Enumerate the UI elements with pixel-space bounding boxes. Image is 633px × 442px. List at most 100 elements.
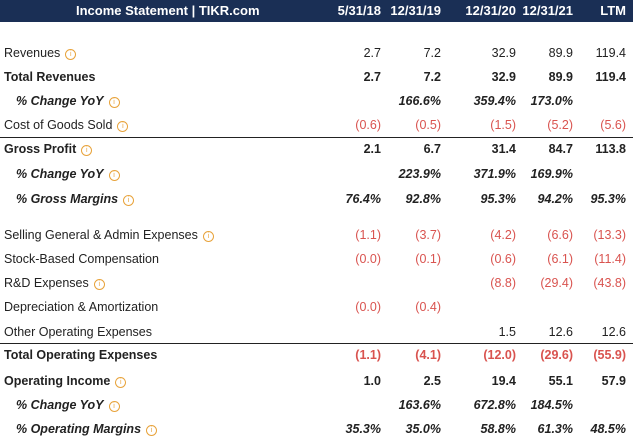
column-header[interactable]: 12/31/21: [522, 3, 573, 18]
table-cell: 2.7: [363, 70, 381, 84]
info-icon[interactable]: i: [146, 425, 158, 436]
row-label: Depreciation & Amortization: [4, 300, 158, 314]
table-cell: 2.5: [423, 374, 441, 388]
table-cell: 32.9: [491, 46, 516, 60]
table-row: R&D Expenses i (8.8) (29.4) (43.8): [0, 272, 633, 296]
table-row: Revenues i 2.7 7.2 32.9 89.9 119.4: [0, 42, 633, 66]
table-cell: 35.0%: [405, 422, 441, 436]
row-label-text: Total Operating Expenses: [4, 348, 158, 362]
row-label: Stock-Based Compensation: [4, 252, 159, 266]
table-cell: 76.4%: [345, 192, 381, 206]
table-cell: 48.5%: [590, 422, 626, 436]
info-icon[interactable]: i: [108, 97, 120, 108]
info-icon[interactable]: i: [117, 121, 129, 132]
table-cell: (0.0): [355, 252, 381, 266]
table-row: Stock-Based Compensation (0.0) (0.1) (0.6) (…: [0, 248, 633, 272]
table-cell: (1.1): [355, 348, 381, 362]
info-icon[interactable]: i: [202, 231, 214, 242]
column-header[interactable]: 5/31/18: [337, 3, 381, 18]
table-cell: (0.5): [415, 118, 441, 132]
table-cell: 371.9%: [473, 167, 516, 181]
table-cell: 35.3%: [345, 422, 381, 436]
table-cell: 89.9: [548, 70, 573, 84]
table-cell: 55.1: [548, 374, 573, 388]
info-icon[interactable]: i: [108, 401, 120, 412]
table-header: Income Statement | TIKR.com 5/31/18 12/3…: [0, 0, 633, 22]
table-row: % Gross Margins i 76.4% 92.8% 95.3% 94.2% 95.3…: [0, 188, 633, 212]
row-label: Selling General & Admin Expenses i: [4, 228, 214, 242]
table-row: % Operating Margins i 35.3% 35.0% 58.8% 61.3%…: [0, 418, 633, 442]
table-cell: 57.9: [601, 374, 626, 388]
table-cell: (1.1): [355, 228, 381, 242]
info-icon[interactable]: i: [115, 377, 127, 388]
row-label-text: Stock-Based Compensation: [4, 252, 159, 266]
info-icon[interactable]: i: [65, 49, 77, 60]
table-cell: (29.4): [540, 276, 573, 290]
info-icon[interactable]: i: [123, 195, 135, 206]
column-header[interactable]: 12/31/20: [465, 3, 516, 18]
row-label: % Change YoY i: [16, 167, 120, 181]
row-label: Operating Income i: [4, 374, 127, 388]
table-cell: 1.5: [498, 325, 516, 339]
row-label-text: Operating Income: [4, 374, 111, 388]
row-label-text: Cost of Goods Sold: [4, 118, 113, 132]
table-row: Operating Income i 1.0 2.5 19.4 55.1 57.9: [0, 370, 633, 394]
table-cell: (0.4): [415, 300, 441, 314]
table-cell: 359.4%: [473, 94, 516, 108]
table-cell: (0.0): [355, 300, 381, 314]
info-icon[interactable]: i: [93, 279, 105, 290]
table-row: Total Operating Expenses (1.1) (4.1) (12.0)…: [0, 343, 633, 368]
table-cell: 92.8%: [405, 192, 441, 206]
table-cell: 6.7: [423, 142, 441, 156]
row-label: Total Operating Expenses: [4, 348, 157, 362]
table-cell: 7.2: [423, 70, 441, 84]
table-cell: 1.0: [363, 374, 381, 388]
table-row: Cost of Goods Sold i (0.6) (0.5) (1.5) (5.2) (…: [0, 114, 633, 138]
table-cell: (5.2): [547, 118, 573, 132]
row-label-text: Revenues: [4, 46, 61, 60]
info-icon[interactable]: i: [81, 145, 93, 156]
table-cell: (12.0): [483, 348, 516, 362]
table-cell: (1.5): [490, 118, 516, 132]
row-label: Other Operating Expenses: [4, 325, 152, 339]
table-cell: 95.3%: [590, 192, 626, 206]
table-cell: 84.7: [548, 142, 573, 156]
row-label: R&D Expenses i: [4, 276, 105, 290]
row-label: % Gross Margins i: [16, 192, 135, 206]
table-cell: 173.0%: [530, 94, 573, 108]
table-cell: 113.8: [595, 142, 626, 156]
row-label-text: Depreciation & Amortization: [4, 300, 159, 314]
info-icon[interactable]: i: [108, 170, 120, 181]
table-row: Total Revenues 2.7 7.2 32.9 89.9 119.4: [0, 66, 633, 90]
table-cell: 169.9%: [530, 167, 573, 181]
table-cell: (13.3): [593, 228, 626, 242]
table-cell: (5.6): [600, 118, 626, 132]
table-cell: 31.4: [491, 142, 516, 156]
table-row: % Change YoY i 166.6% 359.4% 173.0%: [0, 90, 633, 114]
table-cell: 32.9: [491, 70, 516, 84]
table-cell: 166.6%: [398, 94, 441, 108]
table-row: % Change YoY i 223.9% 371.9% 169.9%: [0, 163, 633, 187]
row-label-text: Selling General & Admin Expenses: [4, 228, 198, 242]
table-cell: (43.8): [593, 276, 626, 290]
column-header[interactable]: 12/31/19: [390, 3, 441, 18]
table-cell: (11.4): [594, 252, 626, 266]
table-cell: (3.7): [415, 228, 441, 242]
row-label: Gross Profit i: [4, 142, 93, 156]
table-cell: 119.4: [595, 46, 626, 60]
column-header[interactable]: LTM: [600, 3, 626, 18]
table-row: Other Operating Expenses 1.5 12.6 12.6: [0, 321, 633, 345]
table-cell: 94.2%: [537, 192, 573, 206]
table-cell: (4.2): [490, 228, 516, 242]
table-row: Selling General & Admin Expenses i (1.1) (3…: [0, 224, 633, 248]
table-cell: (0.6): [355, 118, 381, 132]
table-cell: 89.9: [548, 46, 573, 60]
table-cell: 58.8%: [480, 422, 516, 436]
table-row: Gross Profit i 2.1 6.7 31.4 84.7 113.8: [0, 137, 633, 162]
table-cell: (6.6): [547, 228, 573, 242]
row-label-text: R&D Expenses: [4, 276, 89, 290]
row-label: % Change YoY i: [16, 398, 120, 412]
table-cell: 163.6%: [398, 398, 441, 412]
row-label: Revenues i: [4, 46, 77, 60]
row-label-text: % Change YoY: [16, 398, 104, 412]
